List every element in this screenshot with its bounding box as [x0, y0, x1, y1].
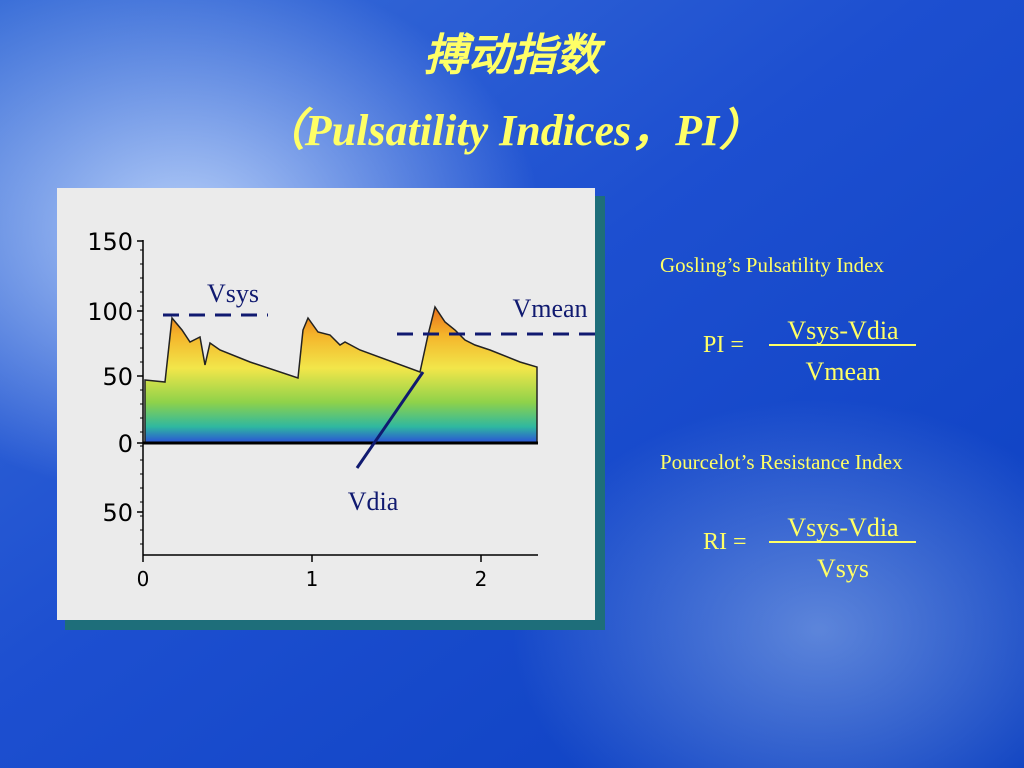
- y-tick-label: 50: [102, 499, 133, 527]
- figure: Vsys Vmean Vdia 150 100 50 0 50 0 1 2: [57, 188, 605, 630]
- y-tick-label: 150: [87, 228, 133, 256]
- y-tick-label: 100: [87, 298, 133, 326]
- y-tick-label: 0: [118, 430, 133, 458]
- x-tick-label: 1: [306, 567, 319, 591]
- formula-numerator: Vsys-Vdia: [787, 513, 899, 542]
- vsys-label: Vsys: [207, 279, 259, 308]
- formula-lhs: RI =: [703, 529, 747, 555]
- vdia-pointer: [355, 371, 425, 469]
- vdia-label: Vdia: [348, 487, 399, 516]
- doppler-spectrum: [144, 305, 538, 444]
- formula-numerator: Vsys-Vdia: [787, 316, 899, 345]
- subtitle: （Pulsatility Indices，PI）: [261, 106, 763, 155]
- formula-denominator: Vsys: [817, 554, 869, 583]
- formula-denominator: Vmean: [805, 357, 880, 386]
- vmean-label: Vmean: [512, 294, 587, 323]
- x-tick-label: 2: [475, 567, 488, 591]
- formula-name: Pourcelot’s Resistance Index: [660, 450, 903, 474]
- title: 搏动指数: [424, 31, 606, 80]
- x-tick-label: 0: [137, 567, 150, 591]
- formula-name: Gosling’s Pulsatility Index: [660, 253, 885, 277]
- formulas: Gosling’s Pulsatility Index PI = Vsys-Vdia…: [660, 253, 916, 583]
- y-tick-label: 50: [102, 363, 133, 391]
- formula-lhs: PI =: [703, 332, 744, 358]
